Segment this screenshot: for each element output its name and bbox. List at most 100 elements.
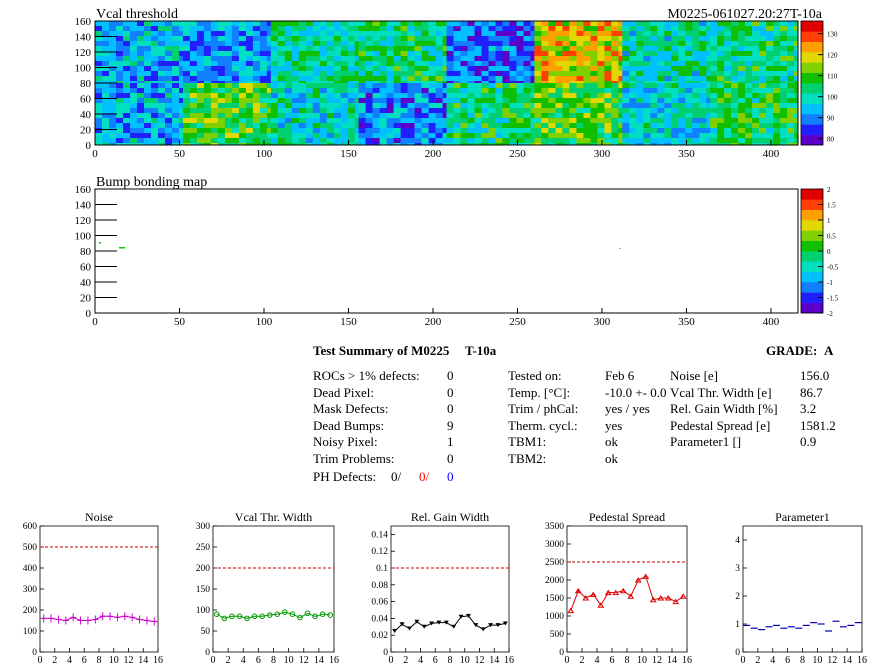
data-point: [62, 616, 69, 625]
x-tick-label: 12: [124, 655, 134, 666]
data-point: [421, 624, 427, 629]
palette-band: [801, 93, 823, 104]
palette-tick-label: -0.5: [827, 264, 839, 272]
palette-tick-label: -1.5: [827, 295, 839, 303]
data-point: [597, 602, 605, 608]
summary-row-label: Noisy Pixel:: [313, 434, 378, 450]
x-tick-label: 250: [509, 316, 526, 328]
data-point: [48, 614, 55, 623]
data-point: [567, 607, 575, 614]
data-point: [274, 611, 281, 618]
y-tick-label: 100: [75, 63, 92, 75]
summary-row-value: 86.7: [800, 384, 823, 400]
x-tick-label: 16: [504, 655, 514, 666]
x-tick-label: 0: [92, 316, 98, 328]
data-point: [634, 577, 642, 583]
palette-band: [801, 52, 823, 63]
x-tick-label: 8: [800, 655, 805, 666]
palette-band: [801, 103, 823, 115]
y-tick-label: 500: [550, 630, 565, 640]
y-tick-label: 0: [86, 308, 92, 320]
data-point: [259, 613, 265, 620]
x-tick-label: 4: [241, 655, 246, 666]
x-tick-label: 4: [595, 655, 600, 666]
y-tick-label: 600: [23, 522, 38, 532]
x-tick-label: 200: [425, 148, 442, 160]
data-point: [319, 611, 326, 618]
summary-row-value: 0: [447, 384, 454, 400]
grade-label: GRADE:: [766, 343, 818, 358]
data-point: [679, 593, 687, 599]
summary-row-value: 9: [447, 417, 454, 433]
palette-tick-label: 110: [827, 73, 838, 81]
bump-defect-mark: [119, 247, 125, 249]
y-tick-label: 200: [196, 564, 211, 574]
y-tick-label: 80: [80, 78, 92, 90]
x-tick-label: 150: [340, 148, 357, 160]
x-tick-label: 350: [678, 148, 695, 160]
summary-row-value: 0: [447, 368, 454, 383]
y-tick-label: 60: [80, 94, 92, 106]
summary-row-label: Noise [e]: [670, 368, 719, 383]
y-tick-label: 150: [196, 585, 211, 595]
summary-row-value: 0.9: [800, 434, 817, 450]
x-tick-label: 14: [489, 655, 499, 666]
x-tick-label: 4: [418, 655, 423, 666]
y-tick-label: 0.04: [371, 614, 388, 624]
module-id-label: M0225-061027.20:27T-10a: [667, 7, 822, 22]
y-tick-label: 3500: [545, 522, 564, 532]
x-tick-label: 10: [637, 655, 647, 666]
palette-band: [801, 114, 823, 125]
data-point: [604, 589, 612, 596]
y-tick-label: 0.06: [371, 598, 388, 608]
data-point: [414, 619, 420, 624]
data-point: [672, 598, 680, 605]
summary-row-label: Tested on:: [508, 368, 562, 383]
x-tick-label: 2: [403, 655, 408, 666]
y-tick-label: 1000: [545, 612, 564, 622]
x-tick-label: 400: [763, 316, 780, 328]
palette-band: [801, 189, 823, 200]
summary-row-value: yes / yes: [605, 401, 650, 417]
summary-row-value: 1: [447, 434, 454, 450]
ph-defects-label: PH Defects:: [313, 469, 377, 484]
summary-row-value: -10.0 +- 0.0: [605, 384, 667, 400]
x-tick-label: 0: [565, 655, 570, 666]
y-tick-label: 160: [75, 16, 92, 28]
x-tick-label: 10: [109, 655, 119, 666]
y-tick-label: 120: [75, 215, 92, 227]
y-tick-label: 0.1: [376, 564, 388, 574]
data-point: [664, 595, 672, 601]
series-line: [43, 615, 155, 622]
data-point: [443, 620, 449, 625]
data-point: [129, 613, 136, 622]
palette-tick-label: 1: [827, 217, 831, 225]
x-tick-label: 12: [652, 655, 662, 666]
x-tick-label: 0: [38, 655, 43, 666]
data-point: [627, 593, 635, 599]
x-tick-label: 0: [389, 655, 394, 666]
grade-value: A: [824, 343, 834, 358]
x-tick-label: 100: [256, 148, 273, 160]
palette-band: [801, 41, 823, 53]
summary-title: Test Summary of M0225: [313, 343, 450, 358]
x-tick-label: 14: [842, 655, 852, 666]
palette-band: [801, 83, 823, 94]
y-tick-label: 2500: [545, 558, 564, 568]
palette-band: [801, 271, 823, 283]
data-point: [244, 615, 250, 622]
y-tick-label: 50: [201, 627, 211, 637]
chart-frame: [212, 525, 335, 653]
x-tick-label: 2: [52, 655, 57, 666]
y-tick-label: 20: [80, 293, 92, 305]
x-tick-label: 0: [741, 655, 746, 666]
palette-tick-label: 80: [827, 136, 835, 144]
x-tick-label: 250: [509, 148, 526, 160]
palette-tick-label: 90: [827, 115, 835, 123]
palette-band: [801, 240, 823, 252]
palette-band: [801, 31, 823, 42]
x-tick-label: 6: [256, 655, 261, 666]
y-tick-label: 250: [196, 543, 211, 553]
x-tick-label: 8: [271, 655, 276, 666]
